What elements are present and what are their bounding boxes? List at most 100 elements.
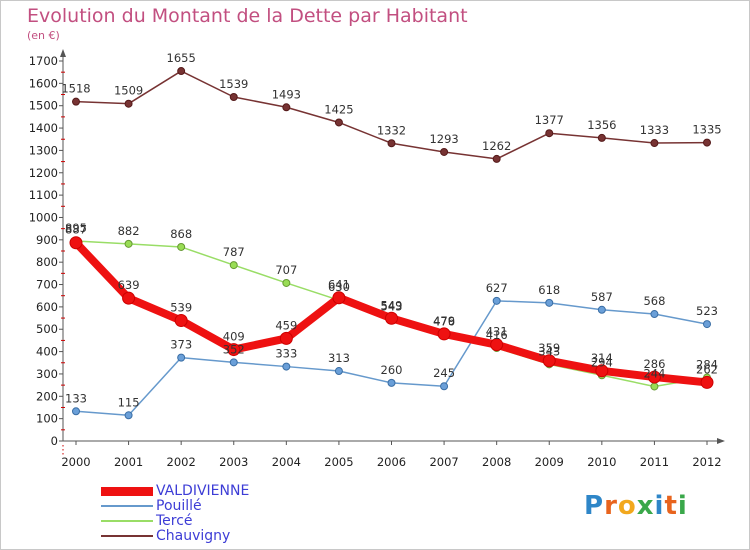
y-tick-label: 200 [36, 389, 58, 403]
data-label-valdivienne: 262 [696, 362, 718, 376]
data-label-chauvigny: 1518 [61, 82, 90, 96]
data-point-pouille [703, 320, 711, 329]
logo-letter: r [604, 491, 618, 521]
y-tick-label: 1100 [29, 188, 58, 202]
y-tick-label: 1500 [29, 99, 58, 113]
x-tick-label: 2011 [640, 455, 669, 469]
data-point-terce [124, 239, 133, 248]
data-label-valdivienne: 887 [65, 223, 87, 237]
logo-letter: x [636, 491, 655, 521]
data-point-terce [229, 261, 238, 270]
data-point-pouille [282, 362, 291, 371]
data-label-pouille: 627 [486, 281, 508, 295]
data-point-chauvigny [492, 154, 501, 163]
data-label-terce: 476 [433, 315, 455, 329]
legend-swatch [101, 535, 153, 537]
data-point-chauvigny [597, 133, 606, 142]
y-tick-label: 1400 [29, 121, 58, 135]
logo-letter: P [584, 491, 605, 521]
logo-letter: t [664, 491, 678, 521]
data-label-chauvigny: 1332 [377, 123, 406, 137]
data-label-pouille: 115 [118, 395, 140, 409]
data-label-chauvigny: 1425 [324, 102, 353, 116]
x-tick-label: 2001 [114, 455, 143, 469]
data-point-chauvigny [545, 129, 554, 138]
y-tick-label: 700 [36, 278, 58, 292]
data-point-chauvigny [72, 97, 80, 106]
data-label-terce: 630 [328, 280, 350, 294]
x-tick-label: 2004 [272, 455, 301, 469]
data-label-valdivienne: 539 [170, 301, 192, 315]
logo-letter: o [617, 491, 637, 521]
legend-swatch [101, 520, 153, 522]
x-tick-label: 2006 [377, 455, 406, 469]
data-point-pouille [440, 382, 449, 391]
legend-swatch [101, 505, 153, 507]
legend-swatch [101, 486, 153, 496]
proxiti-logo: Proxiti [584, 491, 688, 521]
data-point-pouille [387, 378, 396, 387]
data-point-chauvigny [650, 139, 659, 148]
data-point-valdivienne [542, 354, 556, 368]
data-label-pouille: 618 [538, 283, 560, 297]
y-tick-label: 600 [36, 300, 58, 314]
chart-unit-label: (en €) [27, 29, 60, 42]
data-point-valdivienne [122, 291, 136, 305]
x-tick-label: 2009 [535, 455, 564, 469]
x-tick-label: 2008 [482, 455, 511, 469]
y-tick-label: 800 [36, 255, 58, 269]
x-tick-label: 2005 [324, 455, 353, 469]
data-label-valdivienne: 314 [591, 351, 613, 365]
data-label-chauvigny: 1293 [429, 132, 458, 146]
legend-label: Tercé [156, 513, 193, 529]
data-point-chauvigny [124, 99, 133, 108]
data-label-pouille: 313 [328, 351, 350, 365]
data-point-pouille [597, 305, 606, 314]
y-tick-label: 900 [36, 233, 58, 247]
x-tick-label: 2000 [61, 455, 90, 469]
data-point-terce [282, 278, 291, 287]
x-axis-arrow [717, 438, 725, 444]
data-label-terce: 707 [275, 263, 297, 277]
data-point-valdivienne [279, 331, 293, 345]
data-label-pouille: 333 [275, 347, 297, 361]
data-label-terce: 895 [65, 221, 87, 235]
chart-title: Evolution du Montant de la Dette par Hab… [27, 5, 468, 27]
data-label-valdivienne: 431 [486, 325, 508, 339]
y-tick-label: 400 [36, 345, 58, 359]
data-point-chauvigny [703, 138, 711, 147]
data-point-chauvigny [334, 118, 343, 127]
data-point-pouille [492, 296, 501, 305]
data-point-pouille [229, 358, 238, 367]
data-label-chauvigny: 1333 [640, 123, 669, 137]
data-label-valdivienne: 459 [275, 318, 297, 332]
data-label-pouille: 523 [696, 304, 718, 318]
data-point-pouille [124, 411, 133, 420]
data-point-pouille [72, 407, 80, 416]
data-point-valdivienne [332, 291, 346, 305]
data-label-pouille: 260 [381, 363, 403, 377]
x-tick-label: 2010 [587, 455, 616, 469]
x-tick-label: 2007 [429, 455, 458, 469]
y-tick-label: 500 [36, 322, 58, 336]
data-point-valdivienne [69, 236, 83, 250]
data-label-pouille: 245 [433, 366, 455, 380]
data-point-terce [177, 242, 186, 251]
data-label-terce: 343 [538, 344, 560, 358]
y-tick-label: 300 [36, 367, 58, 381]
y-tick-label: 100 [36, 412, 58, 426]
data-label-chauvigny: 1539 [219, 77, 248, 91]
data-point-valdivienne [490, 338, 504, 352]
data-label-valdivienne: 409 [223, 330, 245, 344]
data-label-pouille: 568 [643, 294, 665, 308]
data-label-chauvigny: 1356 [587, 118, 616, 132]
y-tick-label: 1200 [29, 166, 58, 180]
data-label-valdivienne: 639 [118, 278, 140, 292]
data-point-pouille [334, 367, 343, 376]
data-label-valdivienne: 286 [643, 357, 665, 371]
data-label-terce: 416 [486, 328, 508, 342]
legend-label: Chauvigny [156, 528, 231, 544]
data-point-chauvigny [229, 92, 238, 101]
x-tick-label: 2002 [167, 455, 196, 469]
